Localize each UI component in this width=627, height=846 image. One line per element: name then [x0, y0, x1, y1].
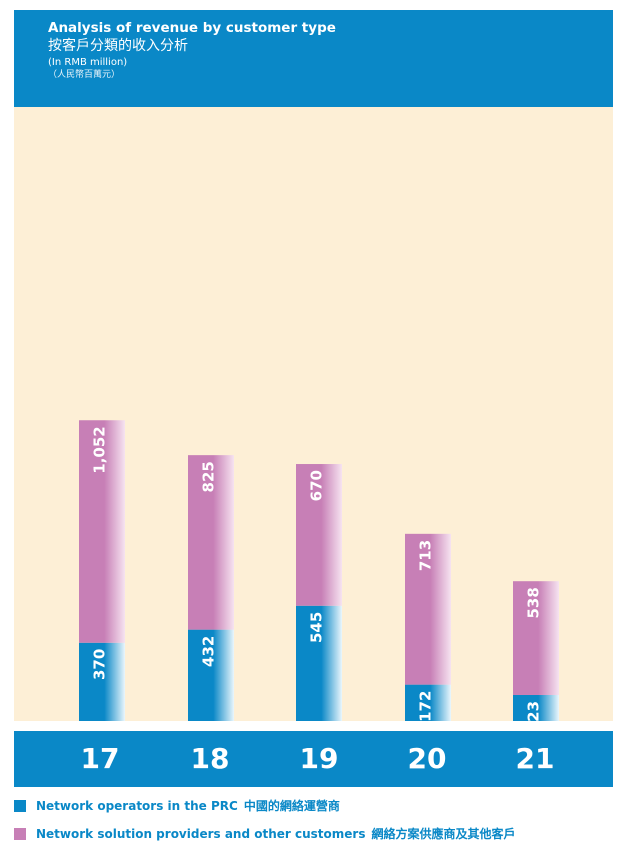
x-tick-21: 21	[515, 742, 555, 775]
x-axis-band: 17 18 19 20 21	[14, 731, 613, 787]
bar-chart: 370 1,052 432 825 545 670 172 713 123 538	[79, 420, 559, 721]
legend-swatch-pink	[14, 828, 26, 840]
bar-label-solution-17: 1,052	[91, 426, 109, 473]
legend-swatch-blue	[14, 800, 26, 812]
chart-header: Analysis of revenue by customer type 按客戶…	[14, 10, 613, 107]
unit-label-zh: （人民幣百萬元）	[48, 70, 121, 80]
bar-solution-20	[405, 533, 451, 685]
x-tick-18: 18	[190, 742, 230, 775]
legend-label-solution-en: Network solution providers and other cus…	[36, 827, 366, 841]
bar-operators-21	[513, 694, 559, 721]
bar-label-operators-20: 172	[417, 691, 435, 721]
bar-label-operators-21: 123	[525, 701, 543, 721]
bar-label-operators-19: 545	[308, 612, 326, 643]
bar-operators-20	[405, 684, 451, 721]
bar-operators-18	[188, 629, 234, 721]
bar-operators-19	[296, 605, 342, 721]
chart-title-zh: 按客戶分類的收入分析	[48, 38, 188, 54]
bar-solution-21	[513, 581, 559, 695]
bar-label-solution-20: 713	[417, 540, 435, 571]
x-tick-20: 20	[407, 742, 447, 775]
bar-label-solution-21: 538	[525, 587, 543, 618]
legend-label-operators-zh: 中國的網絡運營商	[243, 799, 340, 813]
bar-label-operators-18: 432	[200, 636, 218, 667]
bar-solution-18	[188, 455, 234, 630]
chart-title-en: Analysis of revenue by customer type	[48, 20, 336, 36]
legend-label-solution-zh: 網絡方案供應商及其他客戶	[371, 827, 516, 841]
legend-label-operators-en: Network operators in the PRC	[36, 799, 238, 813]
bar-solution-19	[296, 464, 342, 606]
bar-label-operators-17: 370	[91, 649, 109, 680]
bar-label-solution-19: 670	[308, 470, 326, 501]
plot-area: 370 1,052 432 825 545 670 172 713 123 538	[14, 107, 613, 721]
unit-label-en: (In RMB million)	[48, 57, 128, 68]
bar-operators-17	[79, 642, 125, 721]
bar-label-solution-18: 825	[200, 461, 218, 492]
x-tick-19: 19	[299, 742, 339, 775]
legend-item-operators: Network operators in the PRC 中國的網絡運營商	[14, 797, 340, 814]
bar-solution-17	[79, 420, 125, 643]
legend-item-solution: Network solution providers and other cus…	[14, 825, 516, 842]
x-tick-17: 17	[80, 742, 120, 775]
